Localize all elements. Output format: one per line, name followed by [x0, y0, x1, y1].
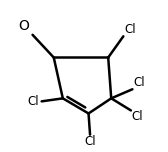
Text: Cl: Cl [28, 95, 39, 108]
Text: Cl: Cl [133, 76, 145, 89]
Text: Cl: Cl [132, 111, 143, 123]
Text: Cl: Cl [84, 135, 96, 148]
Text: Cl: Cl [124, 22, 136, 36]
Text: O: O [19, 19, 30, 33]
